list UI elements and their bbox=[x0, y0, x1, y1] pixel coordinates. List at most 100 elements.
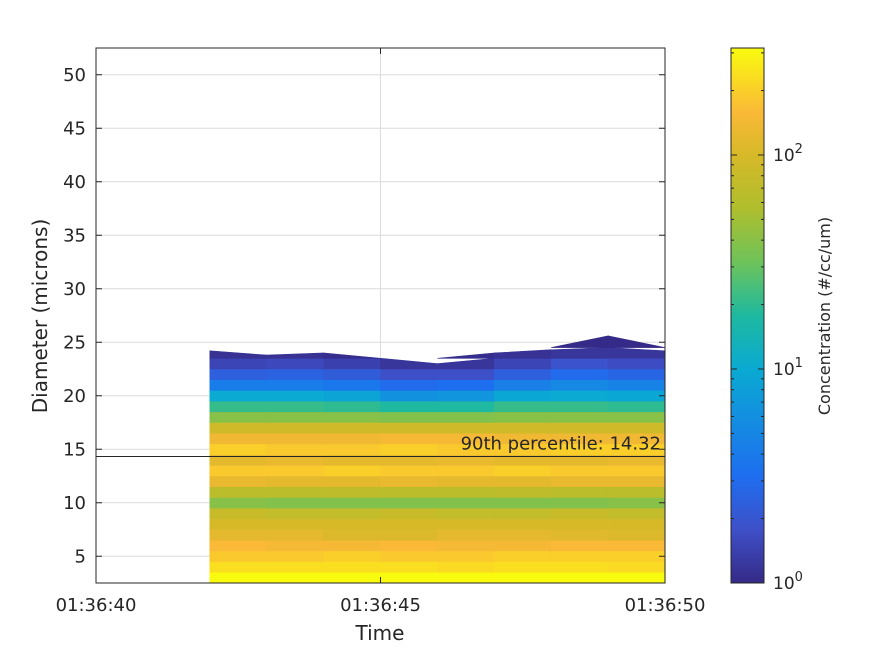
heatmap-cell bbox=[209, 422, 268, 434]
heatmap-cell bbox=[437, 422, 495, 434]
heatmap-cell bbox=[493, 518, 552, 530]
heatmap-cell bbox=[209, 486, 268, 498]
heatmap-cell bbox=[380, 518, 438, 530]
heatmap-cell bbox=[550, 561, 609, 573]
heatmap-cell bbox=[607, 497, 665, 509]
y-tick-label: 20 bbox=[63, 386, 86, 407]
heatmap-cell bbox=[607, 529, 665, 541]
heatmap-cell bbox=[266, 390, 324, 402]
heatmap-cell bbox=[209, 497, 268, 509]
heatmap-cell bbox=[550, 497, 609, 509]
heatmap-cell bbox=[607, 357, 665, 370]
heatmap-cell bbox=[380, 368, 438, 381]
heatmap-cell bbox=[493, 571, 552, 583]
heatmap-cell bbox=[380, 529, 438, 541]
heatmap-cell bbox=[550, 550, 609, 562]
heatmap-cell bbox=[607, 464, 665, 477]
heatmap-cell bbox=[607, 443, 665, 455]
colorbar bbox=[730, 47, 765, 584]
heatmap-cell bbox=[437, 529, 495, 541]
heatmap-cell bbox=[607, 539, 665, 552]
heatmap-cell bbox=[493, 561, 552, 573]
x-tick-label: 01:36:45 bbox=[340, 595, 421, 616]
y-tick-label: 5 bbox=[75, 546, 86, 567]
heatmap-cell bbox=[323, 561, 381, 573]
y-tick-label: 35 bbox=[63, 225, 86, 246]
heatmap-cell bbox=[209, 464, 268, 477]
heatmap-cell bbox=[607, 486, 665, 498]
y-tick-label: 40 bbox=[63, 172, 86, 193]
heatmap-cell bbox=[437, 379, 495, 391]
heatmap-cell bbox=[607, 561, 665, 573]
heatmap-cell bbox=[323, 422, 381, 434]
heatmap-cell bbox=[209, 379, 268, 391]
heatmap-cell bbox=[266, 561, 324, 573]
heatmap-cell bbox=[266, 411, 324, 423]
heatmap-cell bbox=[209, 529, 268, 541]
heatmap-cell bbox=[550, 539, 609, 552]
y-tick-label: 10 bbox=[63, 493, 86, 514]
heatmap-cell bbox=[380, 486, 438, 498]
heatmap-cell bbox=[437, 411, 495, 423]
heatmap-cell bbox=[607, 550, 665, 562]
heatmap-cell bbox=[607, 400, 665, 413]
colorbar-tick-label: 100 bbox=[773, 570, 803, 594]
heatmap-cell bbox=[380, 571, 438, 583]
heatmap-cell bbox=[437, 400, 495, 413]
heatmap-cell bbox=[323, 432, 381, 445]
heatmap-cell bbox=[380, 475, 438, 488]
heatmap-cell bbox=[550, 357, 609, 370]
heatmap-field bbox=[209, 335, 665, 583]
heatmap-cell bbox=[550, 464, 609, 477]
heatmap-cell bbox=[209, 550, 268, 562]
heatmap-cell bbox=[323, 368, 381, 381]
heatmap-cell bbox=[266, 379, 324, 391]
heatmap-cell bbox=[607, 507, 665, 520]
heatmap-cell bbox=[266, 518, 324, 530]
heatmap-cell bbox=[266, 550, 324, 562]
heatmap-cell bbox=[607, 390, 665, 402]
heatmap-cell bbox=[209, 518, 268, 530]
heatmap-cell bbox=[266, 400, 324, 413]
heatmap-cell bbox=[493, 475, 552, 488]
heatmap-cell bbox=[323, 571, 381, 583]
heatmap-cell bbox=[437, 464, 495, 477]
heatmap-cell bbox=[550, 475, 609, 488]
heatmap-cell bbox=[209, 432, 268, 445]
heatmap-cell bbox=[437, 475, 495, 488]
heatmap-cell bbox=[380, 464, 438, 477]
heatmap-cell bbox=[437, 390, 495, 402]
heatmap-cell bbox=[380, 400, 438, 413]
heatmap-cell bbox=[323, 390, 381, 402]
colorbar-ticks: 100 101 102 bbox=[731, 52, 803, 594]
heatmap-cell bbox=[266, 422, 324, 434]
heatmap-cell bbox=[493, 422, 552, 434]
heatmap-cell bbox=[493, 464, 552, 477]
heatmap-cell bbox=[266, 464, 324, 477]
heatmap-cell bbox=[323, 529, 381, 541]
heatmap-cell bbox=[493, 368, 552, 381]
heatmap-cell bbox=[437, 550, 495, 562]
heatmap-cell bbox=[437, 507, 495, 520]
heatmap-cell bbox=[323, 518, 381, 530]
heatmap-cell bbox=[323, 357, 381, 370]
heatmap-cell bbox=[380, 561, 438, 573]
heatmap-cell bbox=[607, 475, 665, 488]
heatmap-cell bbox=[493, 507, 552, 520]
heatmap-cell bbox=[209, 400, 268, 413]
heatmap-cell bbox=[493, 357, 552, 370]
x-tick-label: 01:36:40 bbox=[56, 595, 137, 616]
heatmap-cell bbox=[209, 443, 268, 455]
y-tick-label: 50 bbox=[63, 65, 86, 86]
y-tick-label: 25 bbox=[63, 332, 86, 353]
heatmap-cell bbox=[380, 497, 438, 509]
heatmap-cell bbox=[607, 454, 665, 466]
heatmap-cell bbox=[550, 379, 609, 391]
heatmap-cell bbox=[550, 368, 609, 381]
heatmap-cell bbox=[550, 518, 609, 530]
heatmap-cell bbox=[209, 411, 268, 423]
heatmap-cell bbox=[607, 571, 665, 583]
heatmap-cell bbox=[437, 518, 495, 530]
heatmap-cell bbox=[437, 571, 495, 583]
heatmap-cell bbox=[437, 539, 495, 552]
